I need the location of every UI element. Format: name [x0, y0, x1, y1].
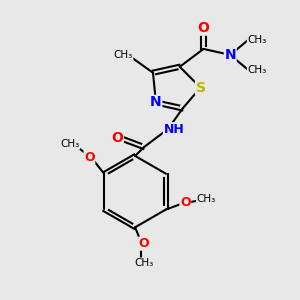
Text: O: O	[139, 237, 149, 250]
Text: N: N	[224, 48, 236, 62]
Text: CH₃: CH₃	[134, 258, 154, 268]
Text: CH₃: CH₃	[248, 65, 267, 75]
Text: CH₃: CH₃	[248, 35, 267, 45]
Text: O: O	[84, 151, 95, 164]
Text: NH: NH	[164, 123, 184, 136]
Text: CH₃: CH₃	[196, 194, 216, 204]
Text: N: N	[150, 95, 162, 110]
Text: CH₃: CH₃	[60, 139, 80, 149]
Text: O: O	[180, 196, 191, 208]
Text: O: O	[198, 21, 209, 35]
Text: O: O	[111, 131, 123, 145]
Text: CH₃: CH₃	[114, 50, 133, 60]
Text: S: S	[196, 81, 206, 94]
